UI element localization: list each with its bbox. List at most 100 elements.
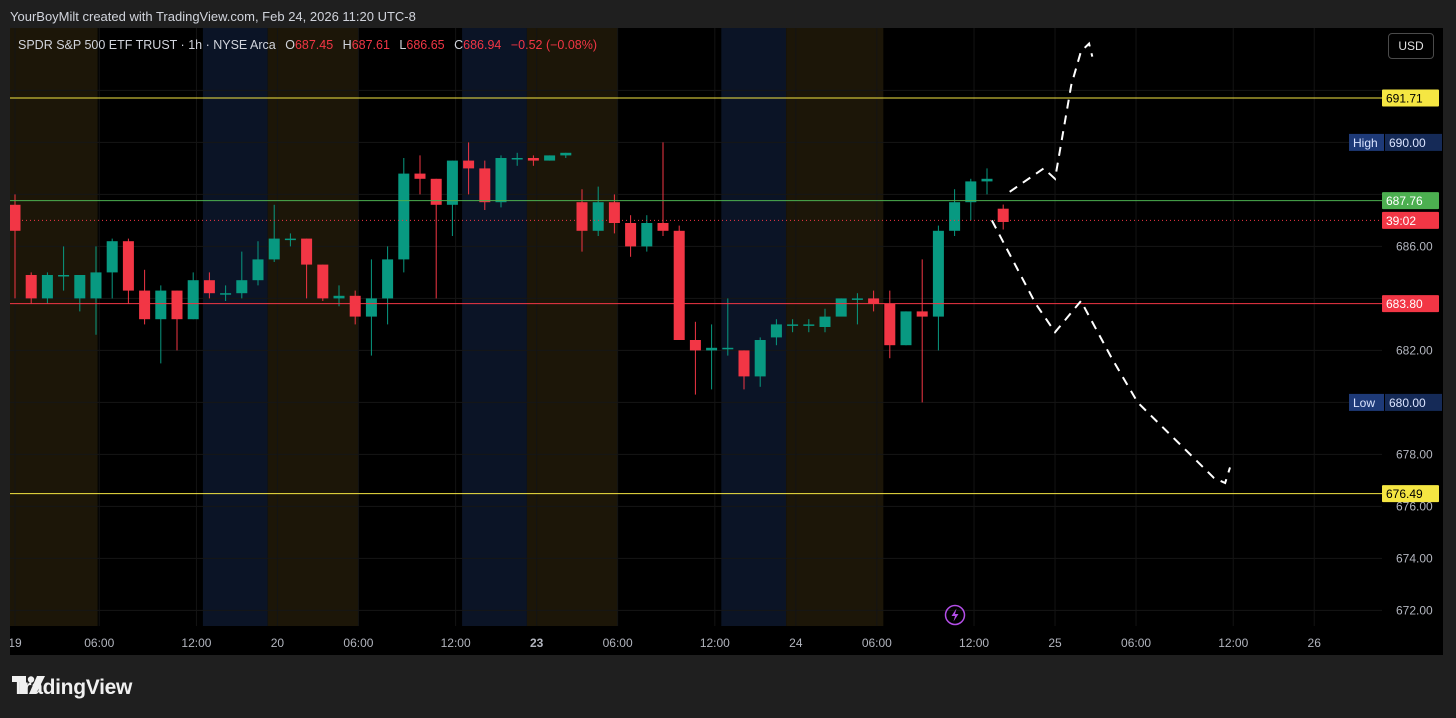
candle-body-55 bbox=[900, 311, 912, 346]
level-badge-2-text: 683.80 bbox=[1386, 297, 1423, 311]
candle-body-1 bbox=[25, 275, 37, 299]
lightning-icon-ring bbox=[944, 604, 966, 626]
candle-body-19 bbox=[317, 264, 329, 299]
candle-body-44 bbox=[722, 347, 734, 350]
open-label: O bbox=[285, 38, 295, 52]
time-tick-label-11: 12:00 bbox=[959, 636, 989, 650]
level-badge-3-bg bbox=[1382, 485, 1439, 503]
high-marker-value-bg bbox=[1385, 133, 1442, 151]
level-badge-2-bg bbox=[1382, 295, 1439, 313]
candle-body-61 bbox=[997, 208, 1009, 222]
high-marker-tag-bg bbox=[1349, 133, 1384, 151]
candle-body-36 bbox=[592, 202, 604, 231]
candle-body-35 bbox=[576, 202, 588, 231]
time-tick-label-9: 24 bbox=[789, 636, 803, 650]
candlestick-chart[interactable]: 672.00 674.00 676.00 678.00 680.00 682.00 686.… bbox=[10, 28, 1443, 655]
level-badge-1-text: 687.76 bbox=[1386, 194, 1423, 208]
attribution-text: YourBoyMilt created with TradingView.com… bbox=[10, 9, 416, 24]
candle-body-22 bbox=[365, 298, 377, 317]
level-badge-1-bg bbox=[1382, 192, 1439, 210]
low-marker-tag-text: Low bbox=[1353, 396, 1375, 410]
candle-body-33 bbox=[544, 155, 556, 161]
candle-body-41 bbox=[673, 230, 685, 340]
tradingview-logo: TradingView bbox=[12, 676, 132, 700]
chart-area[interactable]: 672.00 674.00 676.00 678.00 680.00 682.00 686.… bbox=[10, 28, 1443, 655]
candle-body-60 bbox=[981, 178, 993, 182]
price-tick-label-3: 678.00 bbox=[1396, 447, 1433, 461]
candle-body-59 bbox=[965, 181, 977, 203]
low-marker-value-bg bbox=[1385, 393, 1442, 411]
candle-body-42 bbox=[689, 340, 701, 351]
low-marker-value-text: 680.00 bbox=[1389, 396, 1426, 410]
candle-body-48 bbox=[787, 324, 799, 326]
price-tick-label-2: 676.00 bbox=[1396, 499, 1433, 513]
time-tick-label-13: 06:00 bbox=[1121, 636, 1151, 650]
candle-body-34 bbox=[560, 152, 572, 156]
candle-body-27 bbox=[446, 160, 458, 205]
level-badge-3: 676.49 bbox=[1382, 485, 1439, 503]
candle-body-39 bbox=[641, 223, 653, 247]
candle-body-28 bbox=[463, 160, 475, 169]
candle-body-45 bbox=[738, 350, 750, 377]
open-value: 687.45 bbox=[294, 38, 334, 52]
candle-body-8 bbox=[139, 290, 151, 320]
close-value: 686.94 bbox=[463, 38, 502, 52]
candle-body-26 bbox=[430, 178, 442, 205]
candle-body-6 bbox=[106, 241, 118, 273]
projection-down-path bbox=[990, 219, 1231, 485]
time-tick-label-10: 06:00 bbox=[862, 636, 892, 650]
time-tick-label-8: 12:00 bbox=[700, 636, 730, 650]
change-value: −0.52 (−0.08%) bbox=[510, 38, 598, 52]
candle-body-38 bbox=[625, 223, 637, 247]
close-label: C bbox=[454, 38, 464, 52]
level-badge-0-text: 691.71 bbox=[1386, 91, 1423, 105]
level-badge-2: 683.80 bbox=[1382, 295, 1439, 313]
candle-body-58 bbox=[949, 202, 961, 231]
candle-body-0 bbox=[10, 204, 21, 231]
projection-up-path bbox=[1009, 41, 1094, 193]
time-tick-label-3: 20 bbox=[271, 636, 285, 650]
level-badge-0-bg bbox=[1382, 89, 1439, 107]
candle-body-16 bbox=[268, 238, 280, 260]
symbol-title[interactable]: SPDR S&P 500 ETF TRUST · 1h · NYSE Arca bbox=[18, 38, 276, 52]
high-value: 687.61 bbox=[351, 38, 390, 52]
candle-body-10 bbox=[171, 290, 183, 320]
candle-body-4 bbox=[74, 275, 86, 299]
candle-body-11 bbox=[187, 280, 199, 320]
high-marker-tag-text: High bbox=[1353, 136, 1378, 150]
low-value: 686.65 bbox=[406, 38, 445, 52]
time-tick-label-12: 25 bbox=[1048, 636, 1062, 650]
session-band-6 bbox=[786, 28, 884, 626]
candle-body-5 bbox=[90, 272, 102, 299]
candle-body-50 bbox=[819, 316, 831, 327]
session-band-4 bbox=[526, 28, 618, 626]
candle-body-24 bbox=[398, 173, 410, 260]
price-tick-label-5: 682.00 bbox=[1396, 343, 1433, 357]
time-tick-label-15: 26 bbox=[1308, 636, 1322, 650]
time-tick-label-5: 12:00 bbox=[441, 636, 471, 650]
candle-body-40 bbox=[657, 223, 669, 231]
currency-button[interactable]: USD bbox=[1388, 33, 1434, 59]
candle-body-43 bbox=[706, 347, 718, 351]
candle-body-51 bbox=[835, 298, 847, 317]
high-label: H bbox=[342, 38, 352, 52]
candle-body-17 bbox=[284, 238, 296, 241]
countdown-badge: 39:02 bbox=[1382, 211, 1439, 229]
candle-body-37 bbox=[608, 202, 620, 223]
time-tick-label-1: 06:00 bbox=[84, 636, 114, 650]
session-band-1 bbox=[202, 28, 268, 626]
chart-legend: SPDR S&P 500 ETF TRUST · 1h · NYSE Arca … bbox=[18, 38, 597, 52]
candle-body-18 bbox=[301, 238, 313, 265]
session-band-0 bbox=[10, 28, 98, 626]
candle-body-23 bbox=[382, 259, 394, 299]
candle-body-47 bbox=[770, 324, 782, 338]
candle-body-7 bbox=[122, 241, 134, 291]
candle-body-56 bbox=[916, 311, 928, 317]
candle-body-25 bbox=[414, 173, 426, 179]
candle-body-46 bbox=[754, 340, 766, 377]
candle-body-14 bbox=[236, 280, 248, 294]
candle-body-52 bbox=[851, 298, 863, 300]
candle-body-21 bbox=[349, 295, 361, 317]
time-tick-label-6: 23 bbox=[530, 636, 544, 650]
candle-body-3 bbox=[58, 275, 70, 277]
